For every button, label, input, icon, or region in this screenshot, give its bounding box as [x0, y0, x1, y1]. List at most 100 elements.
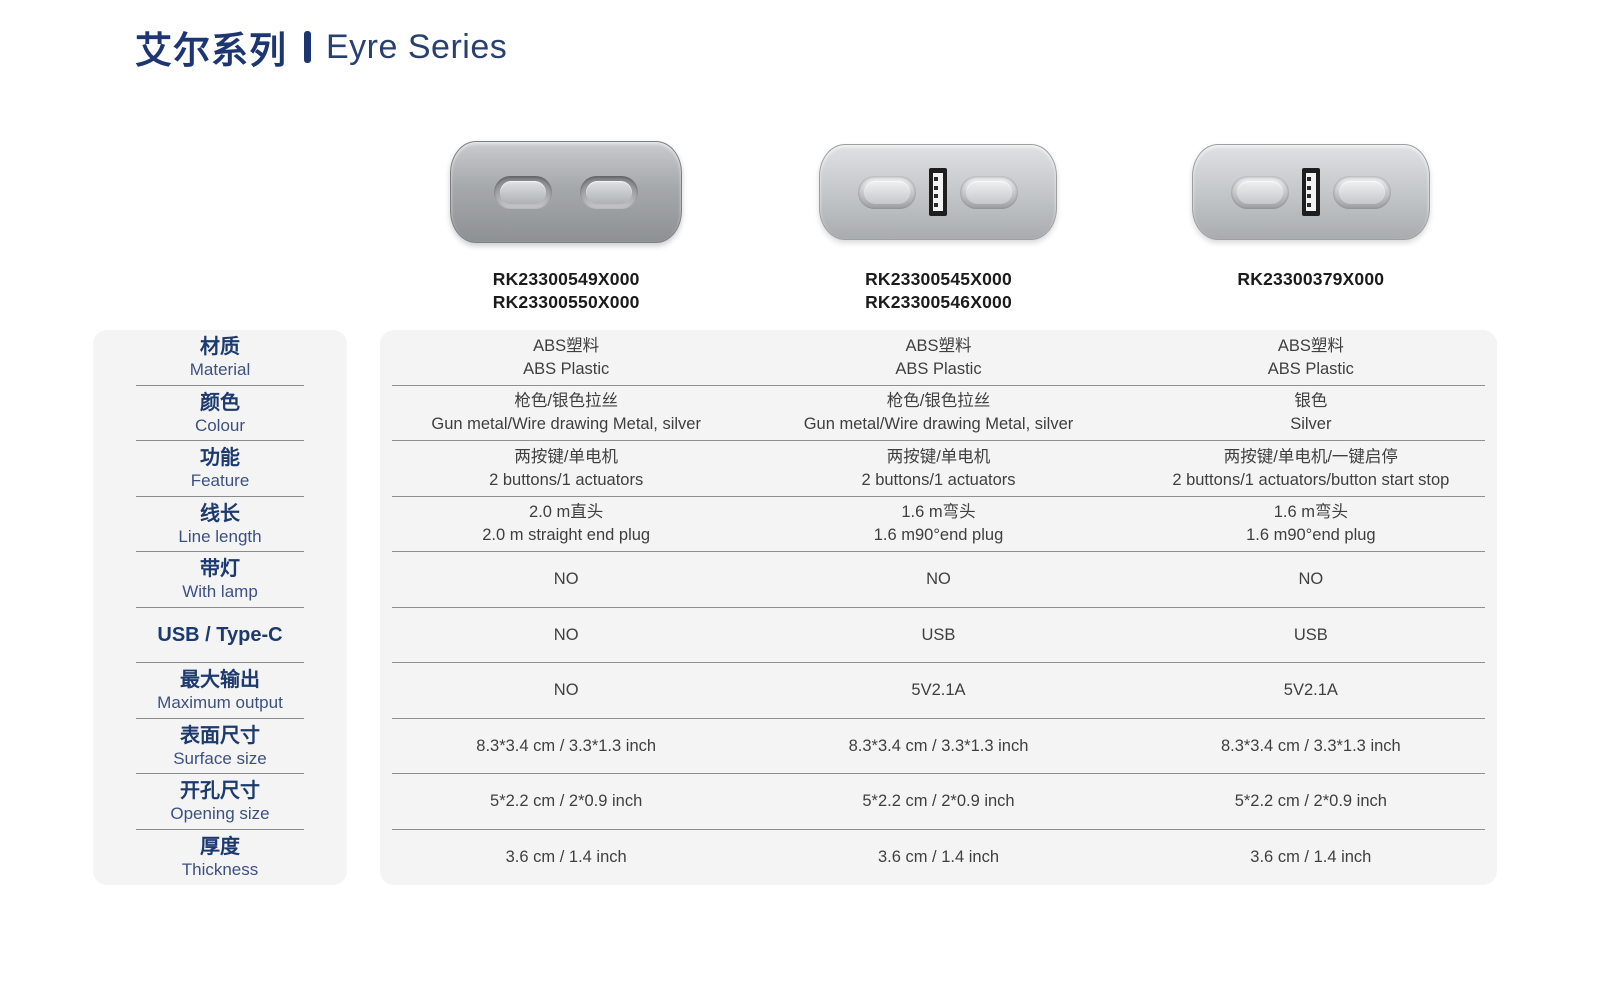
product-models: RK23300549X000 RK23300550X000	[493, 268, 640, 314]
spec-value-cell: USB	[1125, 608, 1497, 664]
spec-value-line: 5*2.2 cm / 2*0.9 inch	[1234, 792, 1387, 811]
spec-value-cell: 3.6 cm / 1.4 inch	[752, 830, 1124, 886]
spec-value-cell: 枪色/银色拉丝 Gun metal/Wire drawing Metal, sil…	[752, 386, 1124, 442]
spec-value-line: 3.6 cm / 1.4 inch	[877, 847, 1000, 866]
spec-label-zh: 线长	[200, 502, 240, 525]
spec-value-cell: ABS塑料 ABS Plastic	[380, 330, 752, 386]
usb-pin	[1306, 177, 1311, 182]
spec-value-line: 8.3*3.4 cm / 3.3*1.3 inch	[476, 736, 657, 755]
spec-value-cell: 5*2.2 cm / 2*0.9 inch	[380, 774, 752, 830]
spec-value-cell: 3.6 cm / 1.4 inch	[1125, 830, 1497, 886]
product-face	[451, 142, 681, 242]
usb-pin	[934, 202, 939, 207]
spec-value-cell: 5V2.1A	[1125, 663, 1497, 719]
spec-value-line: Gun metal/Wire drawing Metal, silver	[431, 415, 701, 434]
spec-label-en: Material	[189, 360, 251, 380]
row-divider	[392, 606, 1485, 608]
usb-tongue	[933, 173, 944, 211]
products-row: RK23300549X000 RK23300550X000 RK23300545X0…	[380, 128, 1497, 314]
spec-value-line: 枪色/银色拉丝	[514, 392, 618, 411]
product-image	[1191, 144, 1430, 240]
spec-label-row: 表面尺寸 Surface size	[93, 719, 347, 774]
spec-value-line: NO	[553, 570, 579, 589]
product-column: RK23300545X000 RK23300546X000	[752, 128, 1124, 314]
spec-value-line: 1.6 m90°end plug	[873, 526, 1004, 545]
spec-label-en: Surface size	[173, 748, 267, 768]
spec-value-cell: ABS塑料 ABS Plastic	[752, 330, 1124, 386]
spec-value-line: ABS塑料	[533, 336, 600, 355]
spec-value-row: 3.6 cm / 1.4 inch 3.6 cm / 1.4 inch 3.6 cm…	[380, 830, 1497, 886]
device-button	[494, 175, 553, 209]
spec-value-line: 3.6 cm / 1.4 inch	[505, 847, 627, 866]
spec-value-cell: 5V2.1A	[752, 663, 1124, 719]
usb-pin	[1306, 185, 1311, 190]
spec-value-line: ABS Plastic	[895, 359, 982, 378]
spec-value-cell: 8.3*3.4 cm / 3.3*1.3 inch	[1125, 719, 1497, 775]
spec-value-line: 2 buttons/1 actuators/button start stop	[1172, 470, 1450, 489]
usb-port-icon	[1301, 168, 1320, 216]
spec-value-line: NO	[926, 570, 951, 589]
spec-label-zh: 最大输出	[180, 669, 260, 692]
spec-label-en: With lamp	[182, 582, 258, 602]
spec-value-line: USB	[921, 625, 956, 644]
row-divider	[136, 495, 304, 497]
spec-label-row: 颜色 Colour	[93, 386, 347, 441]
row-divider	[392, 384, 1485, 386]
spec-value-line: Gun metal/Wire drawing Metal, silver	[803, 415, 1074, 434]
spec-value-cell: 1.6 m弯头 1.6 m90°end plug	[752, 497, 1124, 553]
row-divider	[392, 773, 1485, 774]
spec-value-cell: ABS塑料 ABS Plastic	[1125, 330, 1497, 386]
spec-label-en: Thickness	[181, 859, 259, 879]
model-number: RK23300546X000	[865, 292, 1012, 313]
spec-value-line: 1.6 m弯头	[1273, 503, 1348, 522]
row-divider	[136, 384, 304, 386]
spec-value-line: 3.6 cm / 1.4 inch	[1250, 847, 1372, 866]
row-divider	[136, 828, 304, 830]
spec-value-row: 5*2.2 cm / 2*0.9 inch 5*2.2 cm / 2*0.9 in…	[380, 774, 1497, 830]
spec-label-zh: 表面尺寸	[180, 724, 260, 747]
spec-value-line: 银色	[1294, 392, 1328, 411]
row-divider	[392, 717, 1485, 719]
spec-label-zh: USB / Type-C	[157, 624, 283, 647]
spec-value-row: 8.3*3.4 cm / 3.3*1.3 inch 8.3*3.4 cm / 3.…	[380, 719, 1497, 775]
spec-value-row: ABS塑料 ABS Plastic ABS塑料 ABS Plastic ABS塑料 ABS…	[380, 330, 1497, 386]
spec-label-row: 材质 Material	[93, 330, 347, 386]
spec-label-zh: 带灯	[200, 558, 240, 581]
row-divider	[392, 440, 1485, 441]
spec-value-line: 8.3*3.4 cm / 3.3*1.3 inch	[848, 736, 1029, 755]
spec-value-cell: 枪色/银色拉丝 Gun metal/Wire drawing Metal, sil…	[380, 386, 752, 442]
usb-pin	[934, 194, 939, 199]
spec-value-line: NO	[1298, 570, 1324, 589]
page-header: 艾尔系列 Eyre Series	[135, 20, 507, 74]
device-button-cap	[500, 180, 547, 204]
product-image-wrap	[450, 128, 683, 256]
spec-value-cell: 8.3*3.4 cm / 3.3*1.3 inch	[380, 719, 752, 775]
spec-value-cell: NO	[380, 608, 752, 664]
spec-value-line: ABS塑料	[905, 336, 972, 355]
spec-value-cell: 8.3*3.4 cm / 3.3*1.3 inch	[752, 719, 1124, 775]
spec-value-line: 枪色/银色拉丝	[886, 392, 991, 411]
spec-label-en: Line length	[178, 526, 262, 546]
spec-value-row: 两按键/单电机 2 buttons/1 actuators 两按键/单电机 2 but…	[380, 441, 1497, 497]
spec-label-row: 开孔尺寸 Opening size	[93, 774, 347, 830]
device-button-cap	[1338, 180, 1385, 204]
spec-value-row: NO 5V2.1A 5V2.1A	[380, 663, 1497, 719]
product-image	[819, 144, 1058, 240]
device-button	[1230, 175, 1289, 209]
spec-value-cell: 1.6 m弯头 1.6 m90°end plug	[1125, 497, 1497, 553]
spec-value-row: NO USB USB	[380, 608, 1497, 664]
spec-label-row: 最大输出 Maximum output	[93, 663, 347, 719]
product-models: RK23300545X000 RK23300546X000	[865, 268, 1012, 314]
model-number: RK23300379X000	[1237, 269, 1385, 289]
spec-label-en: Feature	[190, 471, 250, 491]
spec-label-row: 功能 Feature	[93, 441, 347, 497]
spec-value-line: 两按键/单电机/一键启停	[1223, 447, 1398, 466]
device-button	[960, 175, 1019, 209]
row-divider	[136, 606, 304, 608]
spec-value-cell: 银色 Silver	[1125, 386, 1497, 442]
spec-label-en: Colour	[194, 415, 246, 435]
spec-value-line: 2.0 m直头	[529, 503, 604, 522]
spec-value-line: ABS Plastic	[523, 359, 610, 378]
device-button	[1332, 175, 1391, 209]
